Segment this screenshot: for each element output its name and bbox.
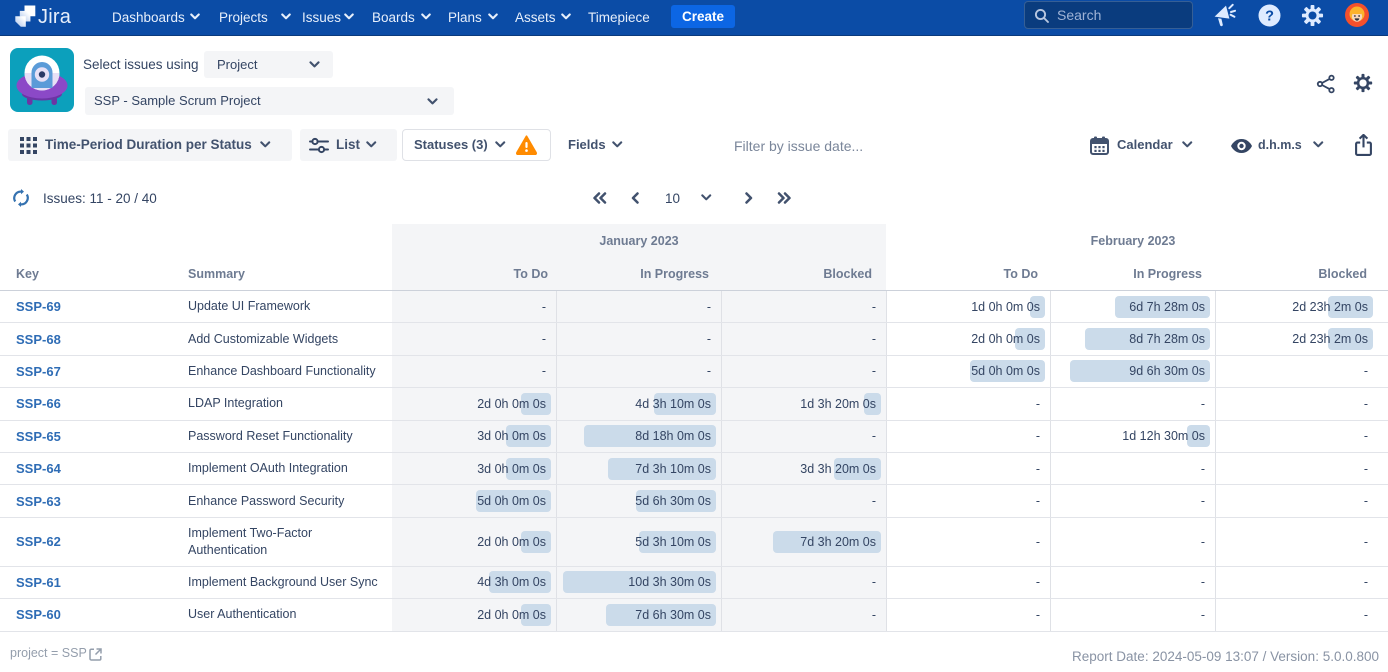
svg-text:?: ?	[1265, 9, 1274, 25]
